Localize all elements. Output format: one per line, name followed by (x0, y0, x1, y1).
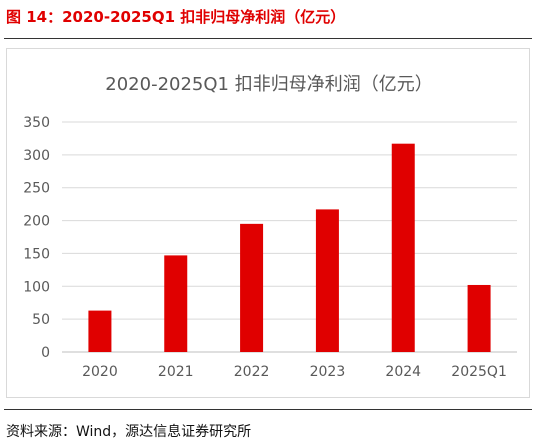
x-tick-label: 2021 (158, 364, 194, 380)
figure-title: 图 14：2020-2025Q1 扣非归母净利润（亿元） (6, 8, 346, 26)
bar-2025q1 (467, 284, 491, 352)
x-tick-label: 2023 (310, 364, 346, 380)
bar-2020 (88, 310, 112, 352)
source-note: 资料来源：Wind，源达信息证券研究所 (6, 424, 252, 440)
chart-title: 2020-2025Q1 扣非归母净利润（亿元） (105, 74, 432, 95)
bar-2022 (240, 223, 264, 352)
gridlines (62, 121, 517, 353)
x-axis-ticks: 2020 2021 2022 2023 2024 2025Q1 (82, 364, 507, 380)
bottom-rule (4, 409, 532, 410)
y-tick-label: 100 (23, 279, 50, 295)
y-axis-ticks: 0 50 100 150 200 250 300 350 (23, 115, 50, 361)
y-tick-label: 50 (32, 312, 50, 328)
y-tick-label: 200 (23, 214, 50, 230)
x-tick-label: 2020 (82, 364, 118, 380)
x-tick-label: 2024 (385, 364, 421, 380)
x-tick-label: 2025Q1 (451, 364, 507, 380)
y-tick-label: 350 (23, 115, 50, 131)
bar-2024 (391, 143, 415, 352)
bars (88, 143, 491, 352)
y-tick-label: 250 (23, 181, 50, 197)
chart-frame: 2020-2025Q1 扣非归母净利润（亿元） 0 50 100 150 200 250 3… (6, 48, 530, 398)
y-tick-label: 0 (41, 345, 50, 361)
bar-chart: 2020-2025Q1 扣非归母净利润（亿元） 0 50 100 150 200 250 3… (23, 74, 517, 380)
y-tick-label: 150 (23, 246, 50, 262)
bar-2021 (164, 255, 188, 352)
top-rule (4, 38, 532, 39)
bar-2023 (315, 209, 339, 352)
x-tick-label: 2022 (234, 364, 270, 380)
y-tick-label: 300 (23, 148, 50, 164)
